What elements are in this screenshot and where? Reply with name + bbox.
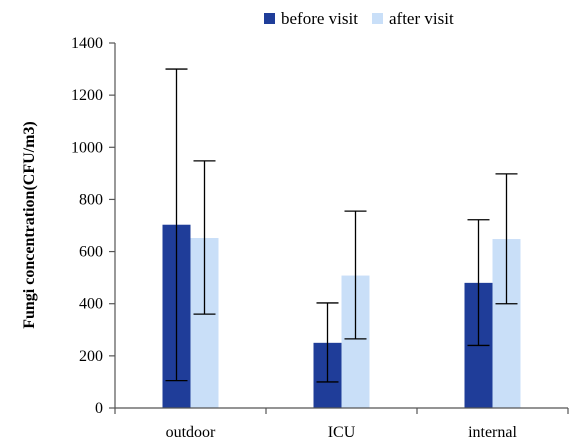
y-axis-label: Fungi concentration(CFU/m3)	[21, 121, 38, 329]
error-bar-outdoor-after-visit	[193, 160, 216, 315]
y-ticks: 0 200 400 600 800 1000 1200 1400	[71, 35, 115, 417]
y-tick-label-400: 400	[79, 296, 103, 313]
legend-swatch-after-visit	[372, 13, 383, 24]
error-bar-icu-after-visit	[344, 210, 367, 340]
x-tick-label-internal: internal	[468, 424, 517, 441]
error-bar-outdoor-before-visit	[165, 68, 188, 382]
axes	[114, 43, 569, 414]
legend-label-after-visit: after visit	[389, 9, 454, 28]
error-bar-internal-after-visit	[495, 173, 518, 305]
y-tick-label-200: 200	[79, 348, 103, 365]
error-bar-internal-before-visit	[467, 219, 490, 347]
error-bars	[165, 68, 518, 383]
y-tick-label-600: 600	[79, 244, 103, 261]
legend-label-before-visit: before visit	[281, 9, 358, 28]
y-tick-label-1400: 1400	[71, 35, 103, 52]
bars	[162, 224, 521, 408]
error-bar-icu-before-visit	[316, 302, 339, 383]
y-tick-label-1200: 1200	[71, 87, 103, 104]
y-tick-label-0: 0	[95, 400, 103, 417]
x-tick-label-icu: ICU	[328, 424, 356, 441]
legend-swatch-before-visit	[264, 13, 275, 24]
legend: before visit after visit	[264, 9, 454, 28]
y-tick-label-800: 800	[79, 191, 103, 208]
x-tick-label-outdoor: outdoor	[166, 424, 216, 441]
y-tick-label-1000: 1000	[71, 139, 103, 156]
x-tick-labels: outdoor ICU internal	[166, 424, 518, 441]
